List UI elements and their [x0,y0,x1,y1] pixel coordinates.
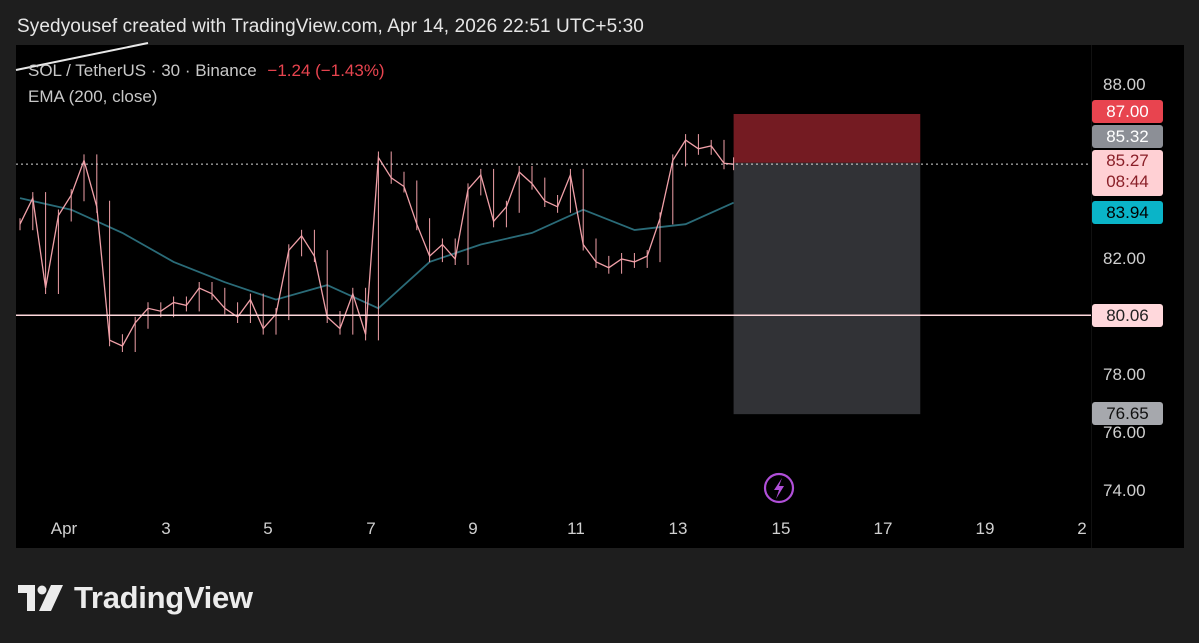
x-tick-label: 11 [567,519,585,538]
y-tick-label: 78.00 [1103,365,1146,384]
x-tick-label: 19 [975,519,995,538]
tradingview-logo: TradingView [18,580,253,616]
symbol-label[interactable]: SOL / TetherUS · 30 · Binance [28,61,257,80]
y-tick-label: 82.00 [1103,249,1146,268]
indicator-label[interactable]: EMA (200, close) [28,87,158,106]
support-price-label[interactable]: 80.06 [1092,304,1163,327]
x-tick-label: 3 [161,519,171,538]
entry-price-label[interactable]: 85.32 [1092,125,1163,148]
watermark-stroke [15,42,149,71]
ema-line [19,197,734,310]
header-credit: Syedyousef created with TradingView.com,… [17,16,644,37]
lightning-icon[interactable] [763,472,795,504]
x-tick-label: 2 [1077,519,1087,538]
last-price-label[interactable]: 85.27 08:44 [1092,150,1163,196]
chart-legend: SOL / TetherUS · 30 · Binance −1.24 (−1.… [28,61,385,81]
x-tick-label: 5 [263,519,273,538]
x-tick-label: 17 [873,519,893,538]
stop-zone[interactable] [733,114,921,163]
tv-logo-icon [18,585,63,611]
x-tick-label: Apr [50,519,78,538]
y-tick-label: 76.00 [1103,423,1146,442]
x-tick-label: 9 [468,519,478,538]
target-zone[interactable] [733,162,921,415]
chart-panel[interactable] [16,45,1184,548]
change-label: −1.24 (−1.43%) [267,61,385,80]
x-tick-label: 15 [771,519,791,538]
y-tick-label: 74.00 [1103,481,1146,500]
price-axis-separator [1091,45,1092,548]
stop-price-label[interactable]: 87.00 [1092,100,1163,123]
ema-price-label[interactable]: 83.94 [1092,201,1163,224]
x-tick-label: 7 [366,519,376,538]
x-tick-label: 13 [668,519,688,538]
tradingview-wordmark: TradingView [74,580,253,615]
y-tick-label: 88.00 [1103,75,1146,94]
target-price-label[interactable]: 76.65 [1092,402,1163,425]
